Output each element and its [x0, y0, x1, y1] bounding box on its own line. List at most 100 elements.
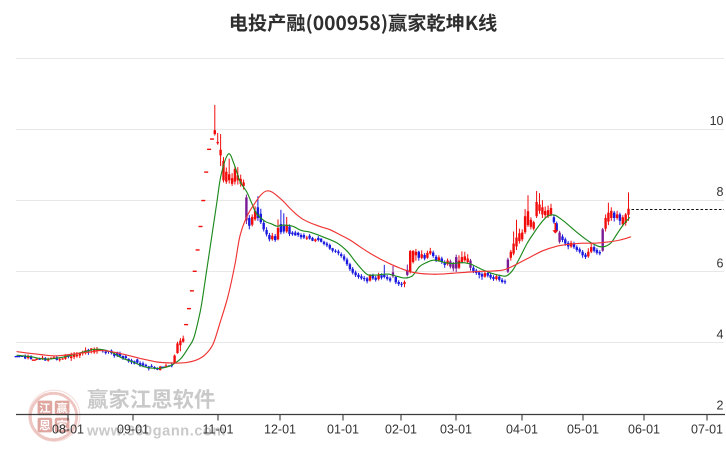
- candle-body: [564, 239, 567, 244]
- candle-body: [331, 248, 334, 251]
- candle-body: [532, 222, 535, 229]
- candle-body: [509, 251, 512, 258]
- candle-body: [29, 356, 33, 360]
- candle-body: [526, 211, 530, 226]
- candle-body: [414, 251, 418, 256]
- candle-body: [409, 251, 412, 273]
- candle-body: [345, 259, 349, 265]
- limit-up-oneliner-candle: [189, 290, 194, 292]
- candle-body: [291, 232, 294, 235]
- candle-body: [627, 208, 630, 215]
- seal-char: [39, 420, 51, 431]
- candle-body: [365, 278, 369, 282]
- candle-body: [555, 223, 558, 231]
- candle-body: [621, 217, 624, 225]
- candle-body: [328, 244, 331, 249]
- candle-body: [386, 276, 389, 279]
- candle-body: [506, 259, 510, 272]
- candle-body: [446, 260, 449, 265]
- candle-body: [314, 239, 317, 242]
- candle-body: [322, 241, 326, 244]
- candle-body: [319, 238, 323, 242]
- candle-body: [457, 260, 461, 268]
- candle-body: [371, 275, 375, 279]
- signal-markers: [552, 222, 559, 234]
- candle-body: [613, 212, 616, 218]
- candle-body: [400, 283, 403, 285]
- limit-up-oneliner-candle: [201, 199, 206, 202]
- candle-body: [219, 149, 222, 156]
- limit-up-oneliner-candle: [31, 359, 36, 361]
- x-axis-label: 03-01: [440, 423, 472, 437]
- candle-body: [380, 275, 383, 278]
- qiankun-fast-line: [16, 153, 631, 369]
- candle-body: [546, 210, 550, 217]
- candle-body: [164, 365, 168, 367]
- candle-body: [411, 251, 415, 263]
- candle-body: [354, 272, 357, 276]
- candle-body: [529, 219, 533, 227]
- limit-up-oneliner-candle: [204, 171, 209, 173]
- candle-body: [308, 235, 311, 239]
- limit-up-oneliner-candle: [195, 249, 200, 251]
- candle-body: [340, 254, 343, 257]
- candle-body: [24, 355, 27, 359]
- candle-body: [337, 251, 340, 254]
- candle-body: [518, 233, 521, 242]
- candle-body: [104, 351, 107, 354]
- candle-body: [136, 359, 139, 363]
- candle-body: [357, 274, 360, 277]
- candlestick-series: [14, 104, 630, 371]
- candle-body: [173, 355, 176, 364]
- watermark-url-text: www.360gann.com: [86, 424, 226, 440]
- candle-body: [383, 274, 386, 277]
- candle-body: [538, 204, 541, 211]
- candle-body: [549, 208, 553, 215]
- candle-body: [299, 235, 303, 238]
- limit-up-oneliner-candle: [192, 270, 197, 272]
- candle-body: [498, 276, 501, 280]
- candle-body: [460, 257, 464, 263]
- candle-body: [222, 161, 225, 181]
- candle-body: [179, 340, 182, 346]
- candle-body: [118, 353, 122, 357]
- candle-body: [282, 225, 285, 232]
- y-axis-label: 4: [717, 327, 724, 341]
- candle-body: [429, 251, 432, 254]
- candle-body: [521, 232, 524, 240]
- candle-body: [311, 237, 314, 241]
- candle-body: [95, 349, 99, 351]
- candle-body: [78, 353, 81, 356]
- candle-body: [265, 230, 268, 235]
- candle-body: [417, 251, 420, 258]
- candle-body: [595, 249, 599, 253]
- candle-body: [38, 358, 41, 360]
- candle-body: [440, 258, 443, 263]
- candle-body: [150, 365, 153, 367]
- candle-body: [523, 216, 527, 233]
- candle-body: [578, 249, 581, 252]
- x-axis-label: 11-01: [202, 423, 233, 437]
- candle-body: [423, 254, 426, 259]
- candle-body: [480, 274, 484, 277]
- x-axis-label: 05-01: [567, 423, 599, 437]
- candle-body: [75, 354, 79, 357]
- candle-body: [239, 178, 242, 184]
- candle-body: [584, 254, 587, 258]
- candle-body: [233, 168, 237, 182]
- candle-body: [138, 363, 142, 366]
- limit-up-oneliner-candle: [210, 138, 214, 140]
- candle-body: [70, 356, 73, 359]
- candle-body: [342, 256, 346, 260]
- candle-body: [572, 243, 576, 248]
- candle-body: [397, 281, 400, 285]
- candle-body: [434, 256, 438, 261]
- candle-body: [552, 217, 556, 223]
- x-axis-label: 01-01: [327, 423, 359, 437]
- chart-title: [230, 13, 497, 34]
- candle-body: [615, 214, 619, 218]
- candle-body: [325, 243, 329, 246]
- candle-body: [213, 130, 216, 135]
- candle-body: [18, 355, 21, 358]
